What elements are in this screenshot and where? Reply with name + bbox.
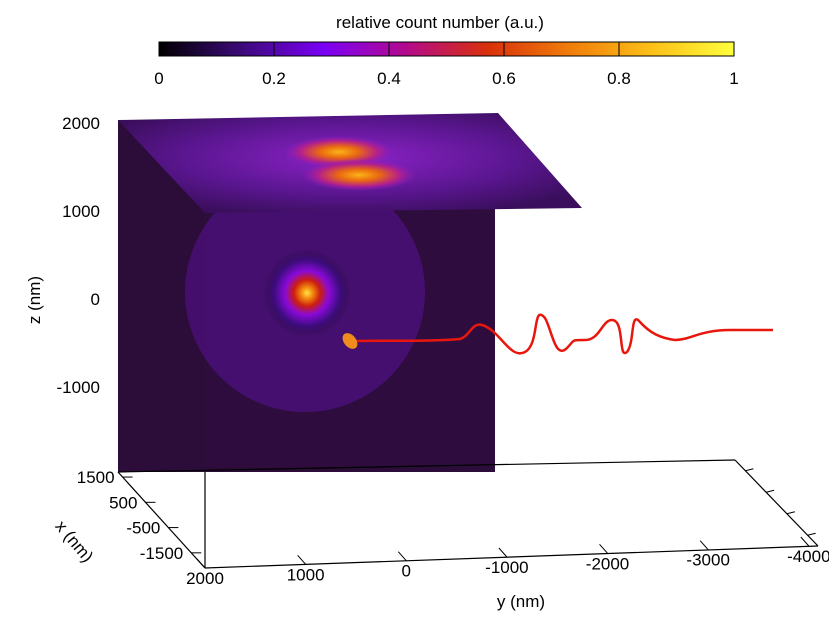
colorbar: [158, 41, 735, 57]
z-axis-tick-label: 0: [91, 290, 100, 309]
x-axis-tick-label: 500: [109, 493, 137, 512]
y-axis-tick: [397, 551, 407, 561]
colorbar-tick-label: 0.6: [492, 69, 516, 88]
y-axis-tick: [196, 558, 206, 569]
colorbar-tick-label: 0.8: [607, 69, 631, 88]
z-axis-tick-labels: 2000 1000 0 -1000: [57, 114, 100, 397]
colorbar-tick-label: 0.2: [262, 69, 286, 88]
z-axis-title: z (nm): [25, 276, 44, 324]
y-axis-tick: [498, 547, 508, 558]
y-axis-tick: [699, 540, 709, 550]
colorbar-ticks: [273, 42, 620, 56]
y-axis-tick-label: 1000: [287, 565, 325, 584]
y-axis-tick: [800, 536, 810, 547]
y-axis-tick: [766, 489, 775, 493]
y-axis-tick: [745, 468, 754, 472]
z-axis-tick-label: -1000: [57, 378, 100, 397]
colorbar-tick-label: 0: [154, 69, 163, 88]
colorbar-tick-label: 1: [729, 69, 738, 88]
x-axis-title: x (nm): [51, 517, 97, 566]
y-axis-tick: [786, 511, 795, 515]
z-axis-tick-label: 2000: [62, 114, 100, 133]
base-box: [117, 459, 819, 569]
y-axis-tick-label: -3000: [686, 551, 729, 570]
y-axis-tick-label: 2000: [186, 569, 224, 588]
z-axis-tick-label: 1000: [62, 202, 100, 221]
y-axis-tick-label: 0: [402, 562, 411, 581]
y-axis-tick: [599, 544, 608, 554]
trajectory-start-marker: [342, 333, 358, 349]
x-axis-tick-label: -500: [126, 519, 160, 538]
colorbar-tick-labels: 0 0.2 0.4 0.6 0.8 1: [154, 69, 738, 88]
x-axis-ticks: [122, 476, 202, 554]
x-axis-tick-label: -1500: [140, 544, 183, 563]
y-axis-tick: [297, 555, 307, 565]
colorbar-tick-label: 0.4: [377, 69, 401, 88]
yz-projection-spot: [263, 249, 351, 337]
x-axis-tick-labels: 1500 500 -500 -1500: [77, 468, 184, 563]
x-axis-tick-label: 1500: [77, 468, 115, 487]
y-axis-tick-labels: 2000 1000 0 -1000 -2000 -3000 -4000: [186, 547, 829, 588]
colorbar-title: relative count number (a.u.): [336, 13, 544, 32]
trajectory-line: [354, 313, 773, 355]
y-axis-tick-label: -1000: [485, 558, 528, 577]
y-axis-title: y (nm): [497, 592, 545, 611]
y-axis-tick-label: -4000: [787, 547, 829, 566]
y-axis-tick: [807, 532, 816, 536]
xy-projection-spot: [301, 159, 417, 191]
y-axis-tick-label: -2000: [586, 554, 629, 573]
y-axis-ticks: [196, 468, 816, 569]
